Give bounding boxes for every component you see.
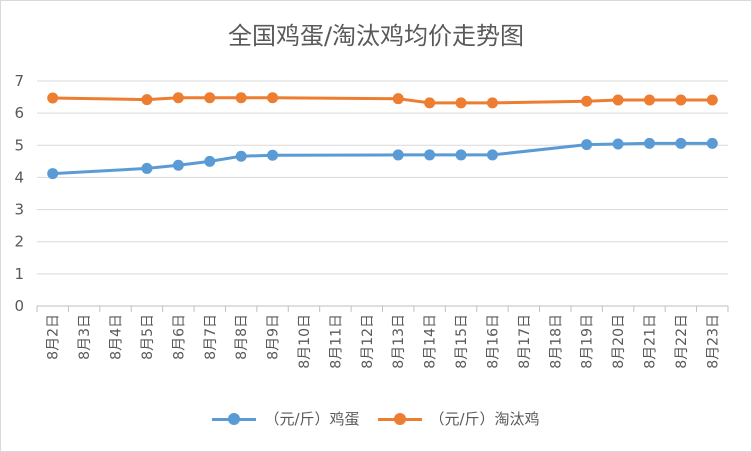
data-point-0-12 xyxy=(424,149,436,161)
data-point-0-3 xyxy=(141,162,153,174)
series-group xyxy=(47,92,718,180)
x-tick-label: 8月18日 xyxy=(548,314,564,369)
data-point-1-20 xyxy=(675,94,687,106)
data-point-1-12 xyxy=(424,97,436,109)
x-tick-label: 8月10日 xyxy=(297,314,313,369)
data-point-1-5 xyxy=(204,92,216,104)
x-tick-label: 8月9日 xyxy=(266,314,282,360)
x-tick-label: 8月21日 xyxy=(642,314,658,369)
x-tick-label: 8月22日 xyxy=(674,314,690,369)
y-tick-label: 7 xyxy=(14,72,24,90)
data-point-0-4 xyxy=(172,159,184,171)
y-tick-label: 4 xyxy=(14,168,24,186)
data-point-1-0 xyxy=(47,92,59,104)
y-tick-label: 0 xyxy=(14,297,24,315)
data-point-1-19 xyxy=(643,94,655,106)
data-point-0-20 xyxy=(675,137,687,149)
x-tick-label: 8月2日 xyxy=(46,314,62,360)
data-point-0-7 xyxy=(267,149,279,161)
data-point-0-11 xyxy=(392,149,404,161)
data-point-1-14 xyxy=(486,97,498,109)
y-tick-label: 1 xyxy=(14,265,24,283)
legend: （元/斤）鸡蛋 （元/斤）淘汰鸡 xyxy=(0,408,752,429)
x-axis-ticks: 8月2日 8月3日 8月4日 8月5日 8月6日 8月7日 8月8日 8月9日 8月10日 8月1… xyxy=(46,314,722,369)
data-point-1-18 xyxy=(612,94,624,106)
x-tick-label: 8月7日 xyxy=(203,314,219,360)
data-point-1-6 xyxy=(235,92,247,104)
x-tick-label: 8月15日 xyxy=(454,314,470,369)
data-point-1-13 xyxy=(455,97,467,109)
x-tick-label: 8月23日 xyxy=(705,314,721,369)
data-point-0-0 xyxy=(47,168,59,180)
x-tick-label: 8月3日 xyxy=(77,314,93,360)
data-point-0-21 xyxy=(706,137,718,149)
legend-swatch-culled-hen xyxy=(377,411,422,427)
legend-label-egg: （元/斤）鸡蛋 xyxy=(264,410,360,428)
data-point-1-21 xyxy=(706,94,718,106)
data-point-1-4 xyxy=(172,92,184,104)
data-point-1-3 xyxy=(141,94,153,106)
x-tick-label: 8月17日 xyxy=(517,314,533,369)
data-point-1-17 xyxy=(581,95,593,107)
x-axis xyxy=(36,305,729,312)
x-tick-label: 8月8日 xyxy=(234,314,250,360)
data-point-1-11 xyxy=(392,93,404,105)
x-tick-label: 8月20日 xyxy=(611,314,627,369)
x-tick-label: 8月14日 xyxy=(423,314,439,369)
x-tick-label: 8月4日 xyxy=(109,314,125,360)
y-tick-label: 3 xyxy=(14,201,24,219)
data-point-0-5 xyxy=(204,155,216,167)
legend-item-culled-hen: （元/斤）淘汰鸡 xyxy=(377,408,540,429)
y-tick-label: 6 xyxy=(14,104,24,122)
x-tick-label: 8月16日 xyxy=(485,314,501,369)
x-tick-label: 8月12日 xyxy=(360,314,376,369)
x-tick-label: 8月6日 xyxy=(171,314,187,360)
x-tick-label: 8月5日 xyxy=(140,314,156,360)
data-point-0-17 xyxy=(581,139,593,151)
x-tick-label: 8月13日 xyxy=(391,314,407,369)
x-tick-label: 8月19日 xyxy=(580,314,596,369)
data-point-0-6 xyxy=(235,150,247,162)
data-point-0-19 xyxy=(643,137,655,149)
data-point-0-18 xyxy=(612,138,624,150)
gridlines xyxy=(37,80,728,275)
legend-item-egg: （元/斤）鸡蛋 xyxy=(212,408,360,429)
data-point-0-14 xyxy=(486,149,498,161)
legend-swatch-egg xyxy=(212,411,257,427)
y-tick-label: 5 xyxy=(14,136,24,154)
chart-title: 全国鸡蛋/淘汰鸡均价走势图 xyxy=(227,22,525,50)
data-point-1-7 xyxy=(267,92,279,104)
data-point-0-13 xyxy=(455,149,467,161)
x-tick-label: 8月11日 xyxy=(328,314,344,369)
y-axis-ticks: 0 1 2 3 4 5 6 7 xyxy=(14,72,24,315)
legend-label-culled-hen: （元/斤）淘汰鸡 xyxy=(429,410,540,428)
y-tick-label: 2 xyxy=(14,233,24,251)
